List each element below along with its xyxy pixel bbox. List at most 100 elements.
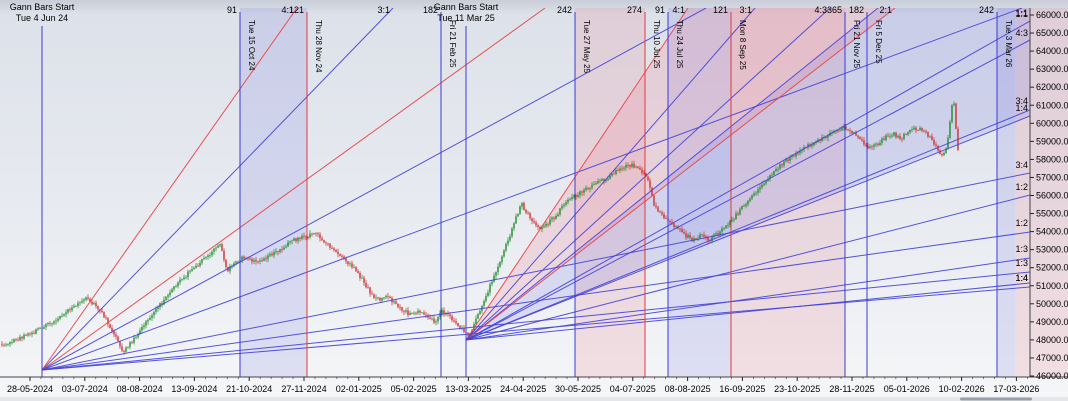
candle-body — [727, 224, 729, 226]
candle-body — [275, 251, 277, 253]
candle-body — [505, 244, 507, 251]
candle-body — [19, 336, 21, 341]
candle-body — [731, 220, 733, 221]
cycle-count-label: 121 — [713, 5, 728, 15]
candle — [463, 325, 465, 333]
candle-body — [885, 135, 887, 140]
candle — [7, 343, 9, 347]
candle-body — [915, 127, 917, 131]
candle — [215, 246, 217, 252]
candle — [211, 250, 213, 258]
candle-body — [139, 330, 141, 334]
candle — [655, 202, 657, 209]
candle-body — [259, 260, 261, 262]
candle-body — [69, 309, 71, 311]
candle-body — [851, 130, 853, 134]
candle — [623, 166, 625, 172]
candle-body — [649, 180, 651, 188]
candle — [589, 187, 591, 193]
candle-body — [67, 309, 69, 313]
candle — [915, 126, 917, 134]
date-tick-label: 16-09-2025 — [719, 384, 765, 394]
candle-body — [433, 318, 435, 323]
candle-body — [523, 203, 525, 210]
candle — [685, 230, 687, 240]
candle-body — [205, 256, 207, 258]
candle-body — [507, 240, 509, 245]
candle-body — [393, 301, 395, 303]
candle — [629, 164, 631, 170]
candle — [669, 219, 671, 225]
candle-body — [485, 296, 487, 302]
candle-body — [735, 213, 737, 220]
candle — [651, 186, 653, 197]
gann-fan1-ray — [41, 8, 546, 371]
candle-body — [665, 218, 667, 220]
candle — [23, 332, 25, 341]
candle-body — [723, 228, 725, 230]
scrollbar-thumb[interactable] — [960, 397, 1032, 401]
candle-body — [193, 267, 195, 269]
candle-body — [929, 136, 931, 138]
candle — [729, 219, 731, 228]
candle — [357, 269, 359, 274]
candle-body — [631, 163, 633, 167]
cycle-date-label: Tue 3 Mar 26 — [1004, 20, 1013, 68]
cycle-band-pink — [1015, 8, 1068, 377]
candle-body — [455, 321, 457, 324]
candle — [207, 253, 209, 260]
candle-body — [127, 347, 129, 348]
candle-body — [47, 323, 49, 325]
candle — [379, 296, 381, 302]
candle-body — [357, 271, 359, 273]
candle-body — [755, 192, 757, 194]
candle — [521, 201, 523, 210]
candle — [533, 217, 535, 224]
candle — [19, 334, 21, 342]
price-tick-label: 56000.00 — [1036, 191, 1068, 201]
candle-body — [171, 289, 173, 293]
candle — [557, 212, 559, 217]
gann-start-title: Gann Bars Start — [433, 2, 499, 12]
candle — [545, 221, 547, 228]
candle — [487, 289, 489, 298]
candle-body — [301, 235, 303, 239]
candle — [137, 332, 139, 340]
candle-body — [367, 287, 369, 289]
price-tick-label: 64000.00 — [1036, 46, 1068, 56]
candle — [627, 162, 629, 169]
candle — [405, 308, 407, 314]
candle-body — [291, 240, 293, 242]
gann-ratio-label: 4:1 — [281, 5, 294, 15]
candle-body — [113, 331, 115, 335]
candle — [195, 263, 197, 269]
candle — [71, 305, 73, 312]
candle — [397, 303, 399, 309]
candle-body — [117, 336, 119, 342]
candle — [879, 139, 881, 146]
candle — [621, 165, 623, 172]
candle-body — [813, 143, 815, 146]
candle-body — [233, 263, 235, 266]
candle — [181, 278, 183, 282]
candle-body — [379, 298, 381, 301]
candle — [149, 315, 151, 321]
candle — [417, 308, 419, 315]
gann-fan2-ray — [465, 8, 879, 341]
candle-body — [23, 334, 25, 339]
candle-body — [217, 245, 219, 248]
candle-body — [285, 246, 287, 248]
candle — [477, 312, 479, 320]
candle — [277, 250, 279, 256]
candle-body — [1, 343, 3, 345]
gann-ratio-label: 4:3 — [814, 5, 827, 15]
candle-body — [279, 249, 281, 252]
scrollbar-track[interactable] — [0, 397, 1068, 401]
cycle-date-label: Fri 21 Nov 25 — [852, 20, 861, 69]
candle-body — [225, 259, 227, 267]
candle — [359, 271, 361, 281]
candle — [863, 137, 865, 147]
candle — [251, 257, 253, 265]
cycle-date-label: Thu 10 Jul 25 — [652, 20, 661, 69]
